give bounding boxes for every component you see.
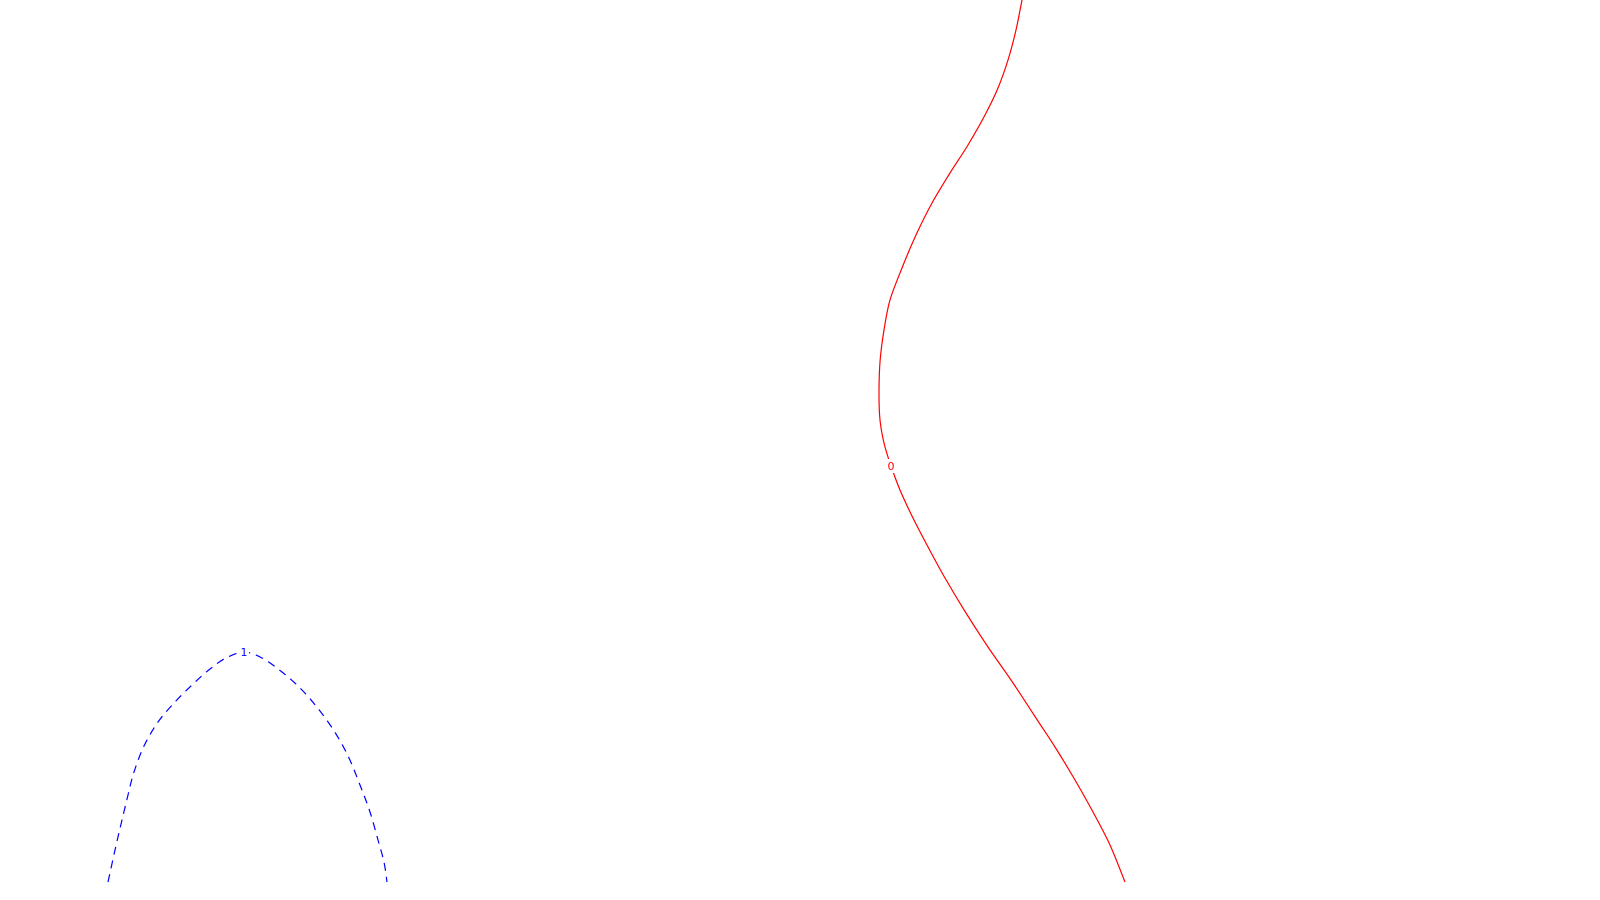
contour-label-level-1: 1 (241, 646, 248, 659)
contour-label-background (886, 459, 896, 473)
contour-line-level-0 (878, 0, 1126, 883)
contour-labels: 01 (239, 459, 896, 659)
contour-label-level-0: 0 (888, 460, 895, 473)
contour-label-background (239, 645, 249, 659)
